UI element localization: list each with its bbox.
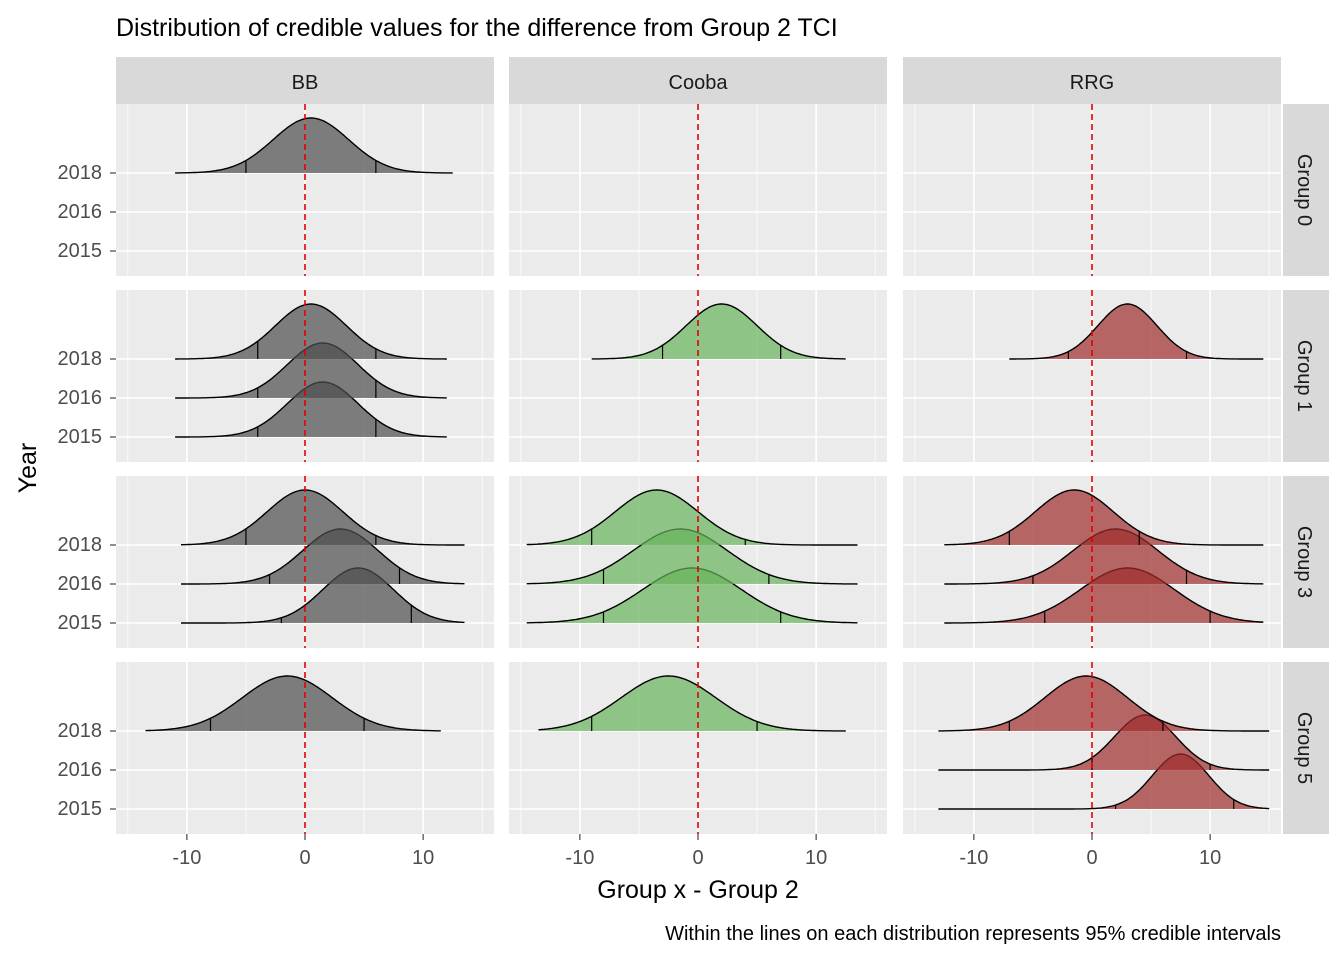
density-fill xyxy=(526,568,858,623)
x-tick-label: 0 xyxy=(1086,847,1097,869)
x-tick-label: 0 xyxy=(299,847,310,869)
density-outline xyxy=(1009,303,1264,360)
panel-rrg-group-0 xyxy=(903,104,1281,276)
density-fill xyxy=(526,529,858,584)
density-outline xyxy=(938,714,1270,771)
x-tick-label: 10 xyxy=(412,847,434,869)
panel-cooba-group-3 xyxy=(509,476,887,648)
y-tick-label: 2016 xyxy=(58,201,103,223)
facet-strip-rrg: RRG xyxy=(903,57,1281,104)
x-tick-label: -10 xyxy=(959,847,988,869)
density-fill xyxy=(944,529,1264,584)
chart-caption: Within the lines on each distribution re… xyxy=(665,923,1281,945)
y-tick-label: 2018 xyxy=(58,534,103,556)
y-tick-label: 2016 xyxy=(58,573,103,595)
facet-strip-bb: BB xyxy=(116,57,494,104)
density-fill xyxy=(175,343,447,398)
facet-strip-cooba: Cooba xyxy=(509,57,887,104)
density-outline xyxy=(938,675,1270,732)
facet-label-group-1: Group 1 xyxy=(1293,340,1315,412)
density-bb-group-3-2015 xyxy=(181,567,465,624)
density-fill xyxy=(175,118,453,173)
facet-label-group-5: Group 5 xyxy=(1293,712,1315,784)
x-tick-label: 10 xyxy=(805,847,827,869)
y-tick-label: 2016 xyxy=(58,759,103,781)
density-cooba-group-3-2018 xyxy=(526,489,858,546)
facet-label-cooba: Cooba xyxy=(669,72,729,94)
y-tick-label: 2015 xyxy=(58,426,103,448)
density-fill xyxy=(181,568,465,623)
density-fill xyxy=(175,304,447,359)
density-rrg-group-1-2018 xyxy=(1009,303,1264,360)
y-axis-title: Year xyxy=(14,443,42,494)
density-fill xyxy=(938,715,1270,770)
density-outline xyxy=(538,675,846,732)
panel-bb-group-1 xyxy=(116,290,494,462)
facet-panels: BB Cooba RRG Group 0 Group 1 Group 3 Group 5 20… xyxy=(58,57,1329,869)
density-fill xyxy=(944,490,1264,545)
facet-strip-group-0: Group 0 xyxy=(1283,104,1329,276)
density-outline xyxy=(181,567,465,624)
x-tick-label: -10 xyxy=(172,847,201,869)
density-outline xyxy=(938,753,1270,810)
y-tick-label: 2018 xyxy=(58,348,103,370)
density-rrg-group-3-2018 xyxy=(944,489,1264,546)
panel-cooba-group-5 xyxy=(509,662,887,834)
density-bb-group-1-2018 xyxy=(175,303,447,360)
panel-cooba-group-1 xyxy=(509,290,887,462)
y-tick-label: 2016 xyxy=(58,387,103,409)
density-bb-group-3-2018 xyxy=(181,489,465,546)
panel-rrg-group-3 xyxy=(903,476,1281,648)
density-fill xyxy=(145,676,441,731)
y-tick-label: 2018 xyxy=(58,720,103,742)
x-tick-label: -10 xyxy=(565,847,594,869)
facet-label-group-3: Group 3 xyxy=(1293,526,1315,598)
y-tick-label: 2018 xyxy=(58,162,103,184)
density-fill xyxy=(944,568,1264,623)
density-fill xyxy=(181,529,465,584)
density-fill xyxy=(181,490,465,545)
density-outline xyxy=(526,489,858,546)
chart-title: Distribution of credible values for the … xyxy=(116,14,838,42)
y-tick-label: 2015 xyxy=(58,798,103,820)
density-outline xyxy=(591,303,846,360)
facet-strip-group-1: Group 1 xyxy=(1283,290,1329,462)
density-outline xyxy=(181,489,465,546)
y-tick-label: 2015 xyxy=(58,240,103,262)
density-fill xyxy=(591,304,846,359)
density-bb-group-0-2018 xyxy=(175,117,453,174)
density-bb-group-5-2018 xyxy=(145,675,441,732)
density-outline xyxy=(944,489,1264,546)
facet-label-group-0: Group 0 xyxy=(1293,154,1315,226)
panel-bb-group-0 xyxy=(116,104,494,276)
panel-bb-group-5 xyxy=(116,662,494,834)
y-tick-label: 2015 xyxy=(58,612,103,634)
density-outline xyxy=(145,675,441,732)
x-tick-label: 0 xyxy=(692,847,703,869)
density-fill xyxy=(175,382,447,437)
density-cooba-group-1-2018 xyxy=(591,303,846,360)
panel-cooba-group-0 xyxy=(509,104,887,276)
density-fill xyxy=(938,676,1270,731)
facet-strip-group-5: Group 5 xyxy=(1283,662,1329,834)
panel-rrg-group-5 xyxy=(903,662,1281,834)
facet-label-bb: BB xyxy=(292,72,319,94)
density-fill xyxy=(1009,304,1264,359)
facet-strip-group-3: Group 3 xyxy=(1283,476,1329,648)
facet-label-rrg: RRG xyxy=(1070,72,1114,94)
density-outline xyxy=(175,117,453,174)
x-tick-label: 10 xyxy=(1199,847,1221,869)
panel-rrg-group-1 xyxy=(903,290,1281,462)
density-rrg-group-5-2018 xyxy=(938,675,1270,732)
density-cooba-group-5-2018 xyxy=(538,675,846,732)
density-fill xyxy=(538,676,846,731)
panel-bb-group-3 xyxy=(116,476,494,648)
density-fill xyxy=(526,490,858,545)
density-outline xyxy=(175,303,447,360)
x-axis-title: Group x - Group 2 xyxy=(597,876,798,904)
